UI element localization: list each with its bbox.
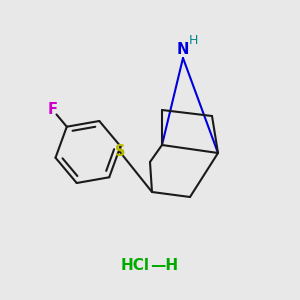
Text: H: H [188,34,198,46]
Text: F: F [48,102,58,117]
Text: N: N [177,43,189,58]
Text: —H: —H [150,257,178,272]
Text: S: S [115,143,125,158]
Text: HCl: HCl [121,257,150,272]
